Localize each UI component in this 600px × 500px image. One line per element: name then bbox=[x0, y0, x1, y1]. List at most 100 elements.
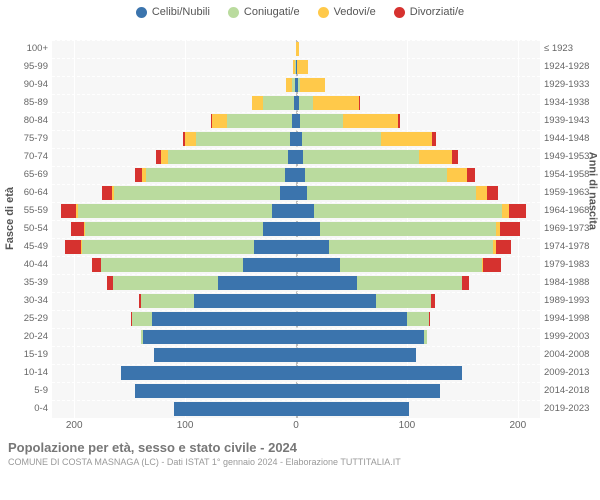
pyramid-row bbox=[52, 76, 540, 94]
segment-con bbox=[307, 186, 476, 200]
segment-cel bbox=[296, 384, 440, 398]
segment-cel bbox=[243, 258, 296, 272]
age-band-label: 75-79 bbox=[4, 130, 48, 148]
male-bar bbox=[52, 148, 296, 166]
age-band-label: 25-29 bbox=[4, 310, 48, 328]
pyramid-row bbox=[52, 130, 540, 148]
male-bar bbox=[52, 40, 296, 58]
segment-con bbox=[85, 222, 262, 236]
age-band-label: 95-99 bbox=[4, 58, 48, 76]
male-bar bbox=[52, 328, 296, 346]
segment-con bbox=[376, 294, 431, 308]
pyramid-row bbox=[52, 382, 540, 400]
segment-div bbox=[92, 258, 101, 272]
age-band-label: 100+ bbox=[4, 40, 48, 58]
segment-cel bbox=[135, 384, 296, 398]
segment-ved bbox=[502, 204, 509, 218]
pyramid-row bbox=[52, 202, 540, 220]
segment-ved bbox=[313, 96, 360, 110]
pyramid-row bbox=[52, 328, 540, 346]
segment-cel bbox=[296, 186, 307, 200]
segment-cel bbox=[152, 312, 296, 326]
age-band-label: 20-24 bbox=[4, 328, 48, 346]
segment-div bbox=[398, 114, 400, 128]
segment-ved bbox=[252, 96, 263, 110]
male-bar bbox=[52, 94, 296, 112]
legend-label: Coniugati/e bbox=[244, 6, 300, 18]
male-bar bbox=[52, 292, 296, 310]
pyramid-row bbox=[52, 184, 540, 202]
segment-ved bbox=[476, 186, 487, 200]
x-tick: 0 bbox=[293, 420, 299, 431]
male-bar bbox=[52, 274, 296, 292]
segment-div bbox=[509, 204, 526, 218]
male-bar bbox=[52, 346, 296, 364]
female-bar bbox=[296, 112, 540, 130]
legend-label: Vedovi/e bbox=[334, 6, 376, 18]
male-bar bbox=[52, 220, 296, 238]
age-band-label: 0-4 bbox=[4, 400, 48, 418]
segment-cel bbox=[280, 186, 296, 200]
segment-cel bbox=[296, 366, 462, 380]
birth-year-label: 2019-2023 bbox=[544, 400, 598, 418]
segment-div bbox=[452, 150, 458, 164]
male-bar bbox=[52, 400, 296, 418]
segment-con bbox=[82, 240, 254, 254]
birth-year-label: 1994-1998 bbox=[544, 310, 598, 328]
male-bar bbox=[52, 166, 296, 184]
birth-year-label: 1979-1983 bbox=[544, 256, 598, 274]
segment-cel bbox=[296, 330, 424, 344]
pyramid-row bbox=[52, 346, 540, 364]
segment-con bbox=[303, 150, 419, 164]
segment-con bbox=[78, 204, 272, 218]
segment-div bbox=[483, 258, 501, 272]
legend-swatch bbox=[136, 7, 147, 18]
segment-div bbox=[429, 312, 430, 326]
age-band-label: 50-54 bbox=[4, 220, 48, 238]
segment-con bbox=[132, 312, 152, 326]
legend: Celibi/NubiliConiugati/eVedovi/eDivorzia… bbox=[0, 0, 600, 22]
segment-div bbox=[431, 294, 434, 308]
segment-ved bbox=[185, 132, 196, 146]
male-bar bbox=[52, 310, 296, 328]
age-band-label: 10-14 bbox=[4, 364, 48, 382]
age-band-labels: 100+95-9990-9485-8980-8475-7970-7465-696… bbox=[4, 40, 48, 418]
birth-year-label: 1939-1943 bbox=[544, 112, 598, 130]
segment-div bbox=[61, 204, 77, 218]
segment-con bbox=[146, 168, 285, 182]
segment-cel bbox=[154, 348, 296, 362]
segment-ved bbox=[343, 114, 398, 128]
segment-con bbox=[113, 276, 218, 290]
segment-ved bbox=[447, 168, 467, 182]
segment-cel bbox=[254, 240, 296, 254]
age-band-label: 90-94 bbox=[4, 76, 48, 94]
segment-cel bbox=[296, 258, 340, 272]
segment-con bbox=[340, 258, 482, 272]
pyramid-row bbox=[52, 166, 540, 184]
segment-cel bbox=[296, 402, 409, 416]
segment-ved bbox=[381, 132, 432, 146]
male-bar bbox=[52, 202, 296, 220]
birth-year-label: 1999-2003 bbox=[544, 328, 598, 346]
segment-cel bbox=[296, 312, 407, 326]
age-band-label: 80-84 bbox=[4, 112, 48, 130]
segment-con bbox=[196, 132, 290, 146]
pyramid-row bbox=[52, 256, 540, 274]
birth-year-label: 1934-1938 bbox=[544, 94, 598, 112]
segment-cel bbox=[288, 150, 296, 164]
female-bar bbox=[296, 130, 540, 148]
segment-con bbox=[329, 240, 493, 254]
birth-year-label: 1929-1933 bbox=[544, 76, 598, 94]
female-bar bbox=[296, 400, 540, 418]
pyramid-row bbox=[52, 238, 540, 256]
female-bar bbox=[296, 274, 540, 292]
age-band-label: 15-19 bbox=[4, 346, 48, 364]
x-tick: 100 bbox=[399, 420, 416, 431]
female-bar bbox=[296, 292, 540, 310]
birth-year-label: 1944-1948 bbox=[544, 130, 598, 148]
segment-cel bbox=[296, 204, 314, 218]
legend-item: Vedovi/e bbox=[318, 6, 376, 18]
segment-con bbox=[424, 330, 427, 344]
segment-cel bbox=[296, 168, 305, 182]
pyramid-row bbox=[52, 58, 540, 76]
